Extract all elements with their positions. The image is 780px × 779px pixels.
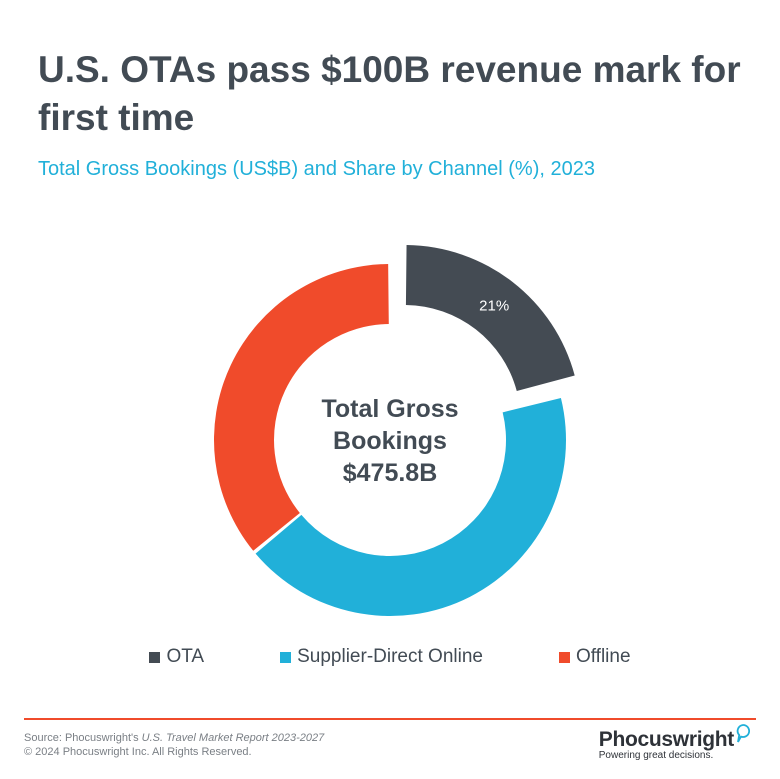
source-title: U.S. Travel Market Report 2023-2027 bbox=[141, 732, 325, 744]
donut-slice-supplier-direct-online bbox=[255, 398, 566, 617]
legend-swatch-supplier-direct bbox=[280, 651, 292, 663]
data-label-ota: 21% bbox=[479, 298, 509, 315]
brand-tagline: Powering great decisions. bbox=[598, 750, 714, 761]
donut-chart: 21% Total Gross Bookings $475.8B bbox=[214, 245, 575, 617]
center-label-line-1: Total Gross bbox=[321, 395, 458, 423]
legend-item-supplier-direct: Supplier-Direct Online bbox=[280, 646, 483, 668]
legend-label-offline: Offline bbox=[575, 646, 631, 667]
center-label-line-3: $475.8B bbox=[343, 459, 438, 487]
legend-label-ota: OTA bbox=[166, 646, 205, 667]
legend: OTA Supplier-Direct Online Offline bbox=[0, 646, 780, 668]
legend-item-ota: OTA bbox=[149, 646, 204, 668]
footer-divider bbox=[24, 718, 756, 720]
source-note: Source: Phocuswright's U.S. Travel Marke… bbox=[24, 731, 324, 759]
legend-swatch-ota bbox=[149, 651, 161, 663]
donut-slice-ota bbox=[405, 245, 575, 392]
speech-bubble-icon bbox=[736, 724, 750, 743]
copyright-text: © 2024 Phocuswright Inc. All Rights Rese… bbox=[24, 746, 252, 758]
legend-item-offline: Offline bbox=[558, 646, 631, 668]
chart-subtitle: Total Gross Bookings (US$B) and Share by… bbox=[38, 158, 595, 180]
legend-swatch-offline bbox=[558, 651, 570, 663]
chart-title: U.S. OTAs pass $100B revenue mark for fi… bbox=[38, 49, 741, 138]
center-label-line-2: Bookings bbox=[333, 427, 447, 455]
brand-logo: Phocuswright Powering great decisions. bbox=[598, 724, 750, 761]
legend-label-supplier-direct: Supplier-Direct Online bbox=[297, 646, 483, 667]
source-prefix: Source: Phocuswright's bbox=[24, 732, 142, 744]
brand-name: Phocuswright bbox=[598, 728, 735, 751]
donut-slice-offline bbox=[214, 264, 389, 551]
